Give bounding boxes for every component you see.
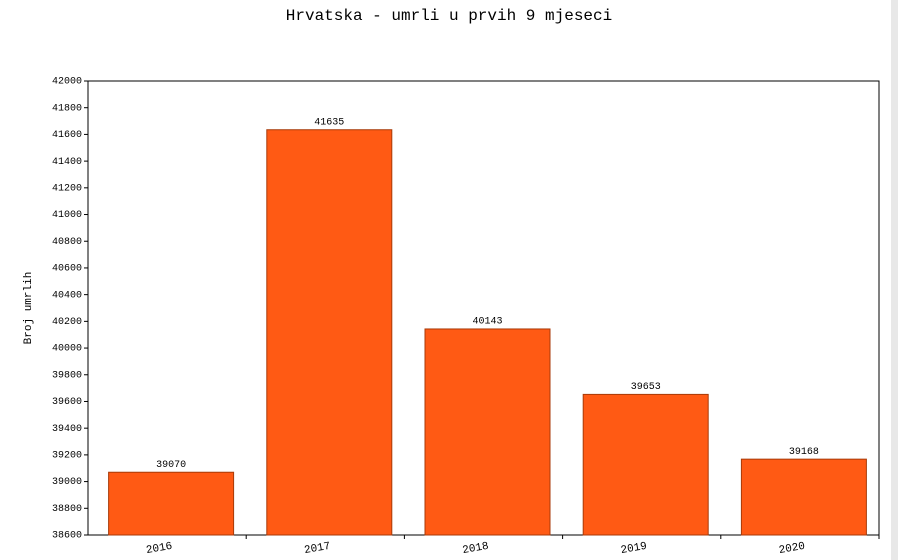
y-tick-label: 41600 [52, 130, 82, 141]
bar [424, 328, 551, 536]
y-tick-label: 39200 [52, 451, 82, 462]
y-tick-label: 41800 [52, 103, 82, 114]
bar [266, 129, 393, 536]
chart-title: Hrvatska - umrli u prvih 9 mjeseci [286, 7, 612, 25]
y-tick-label: 41000 [52, 210, 82, 221]
bar [108, 471, 235, 536]
data-label: 41635 [314, 117, 344, 128]
data-label: 40143 [472, 317, 502, 328]
data-label: 39653 [631, 382, 661, 393]
y-axis-label: Broj umrlih [23, 272, 35, 345]
bar [740, 458, 867, 536]
y-tick-label: 40600 [52, 264, 82, 275]
y-tick-label: 41400 [52, 157, 82, 168]
data-label: 39168 [789, 447, 819, 458]
y-tick-label: 40800 [52, 237, 82, 248]
x-tick-label: 2020 [778, 541, 806, 557]
y-tick-label: 40000 [52, 344, 82, 355]
y-tick-label: 39400 [52, 424, 82, 435]
y-tick-label: 39800 [52, 370, 82, 381]
y-tick-label: 39600 [52, 397, 82, 408]
right-edge [891, 0, 898, 560]
x-tick-label: 2019 [620, 541, 648, 557]
x-tick-label: 2018 [462, 541, 490, 557]
y-tick-label: 38600 [52, 531, 82, 542]
x-tick-label: 2016 [145, 541, 173, 557]
y-tick-label: 41200 [52, 183, 82, 194]
y-tick-label: 40400 [52, 290, 82, 301]
y-tick-label: 39000 [52, 477, 82, 488]
data-label: 39070 [156, 460, 186, 471]
y-tick-label: 42000 [52, 77, 82, 88]
bar [582, 393, 709, 536]
y-tick-label: 38800 [52, 504, 82, 515]
y-tick-label: 40200 [52, 317, 82, 328]
x-tick-label: 2017 [303, 541, 331, 557]
